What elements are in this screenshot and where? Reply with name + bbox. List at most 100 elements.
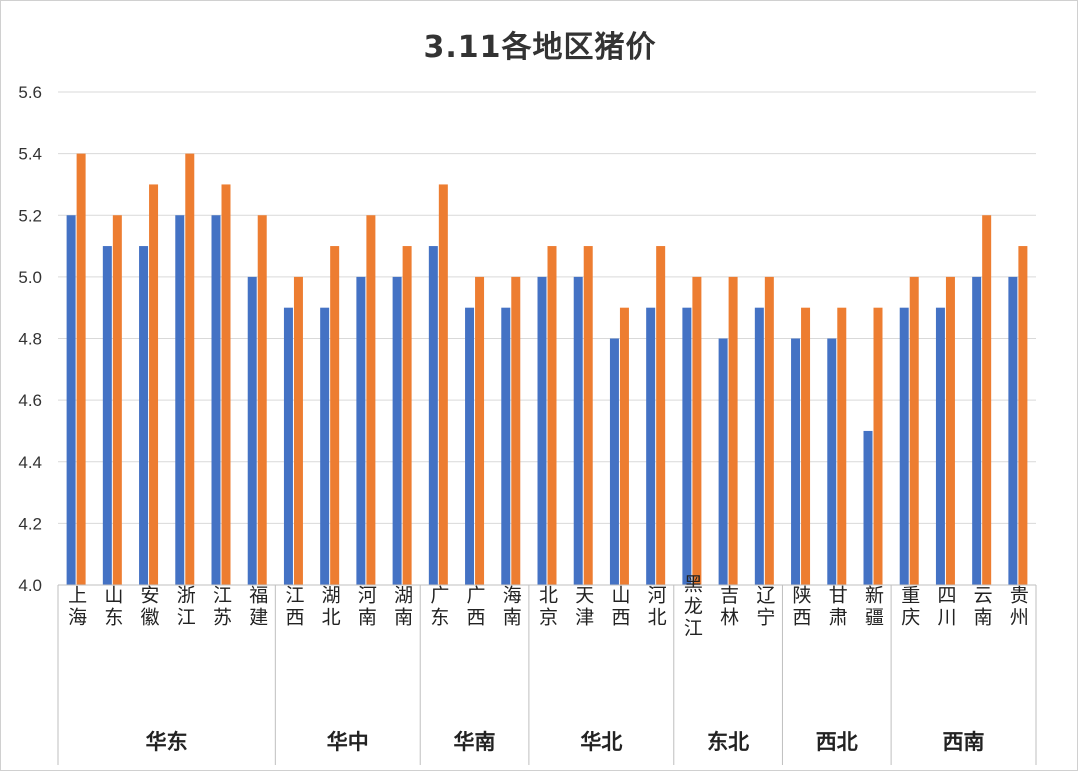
region-label: 东北 [707,730,749,754]
y-tick-label: 5.4 [18,145,42,164]
bar [801,307,811,585]
category-label: 江苏 [210,585,232,629]
bar [511,276,521,585]
category-label: 广东 [427,585,449,629]
bar [754,307,764,585]
category-label: 黑龙江 [681,574,703,640]
y-tick-label: 5.6 [18,83,42,102]
bar [728,276,738,585]
bar [899,307,909,585]
category-label: 河南 [355,585,377,629]
bar [501,307,511,585]
bar [438,184,448,585]
gridlines [58,91,1036,586]
region-label: 西南 [943,730,985,754]
bar [656,246,666,585]
category-label: 山东 [101,585,123,629]
bar [175,215,185,585]
bar [320,307,330,585]
category-label: 河北 [645,585,667,629]
category-label: 湖北 [319,585,341,629]
bar [692,276,702,585]
bar [935,307,945,585]
y-tick-label: 4.6 [18,391,42,410]
bar [573,276,583,585]
bar [1008,276,1018,585]
y-tick-label: 5.0 [18,268,42,287]
x-axis: 上海 山东 安徽 浙江 江苏 福建 江西 湖北 河南 湖南 广东 广西 海南 北京 天津 山西 河北 黑龙江 吉林辽… [57,574,1037,765]
region-label: 西北 [816,730,858,754]
bar [76,153,86,585]
bar [873,307,883,585]
category-label: 天津 [572,585,594,629]
y-tick-label: 4.0 [18,576,42,595]
bar [583,246,593,585]
region-label: 华中 [327,730,369,754]
bar [827,338,837,585]
category-label: 新疆 [862,585,884,629]
category-label: 海南 [500,585,522,629]
category-label: 贵州 [1007,585,1029,629]
bar [718,338,728,585]
bar [102,246,112,585]
category-label: 辽宁 [753,585,775,629]
bar [791,338,801,585]
category-label: 吉林 [717,585,739,629]
bar [465,307,475,585]
category-label: 上海 [65,585,87,629]
bar [972,276,982,585]
y-tick-label: 4.8 [18,330,42,349]
bar [293,276,303,585]
category-label: 浙江 [174,585,196,629]
category-label: 江西 [282,585,304,629]
bar [475,276,485,585]
bar [428,246,438,585]
bar [247,276,257,585]
bar [547,246,557,585]
y-tick-label: 4.2 [18,514,42,533]
category-label: 安徽 [138,585,160,629]
bar [619,307,629,585]
bar [139,246,149,585]
bar [646,307,656,585]
category-label: 甘肃 [826,585,848,629]
bar [66,215,76,585]
bars [66,153,1028,585]
y-tick-label: 5.2 [18,206,42,225]
bar [211,215,221,585]
bar [257,215,267,585]
bar [609,338,619,585]
category-label: 福建 [246,585,268,629]
category-label: 四川 [934,585,956,629]
category-label: 湖南 [391,585,413,629]
category-label: 广西 [464,585,486,629]
bar [392,276,402,585]
bar [945,276,955,585]
bar [112,215,122,585]
region-label: 华东 [146,730,188,754]
y-tick-label: 4.4 [18,453,42,472]
y-axis: 4.0 4.2 4.4 4.6 4.8 5.0 5.2 5.4 5.6 [18,83,42,595]
bar [863,430,873,585]
bar [330,246,340,585]
bar [149,184,159,585]
bar [366,215,376,585]
bar [1018,246,1028,585]
bar [982,215,992,585]
bar [221,184,231,585]
bar [185,153,195,585]
bar [283,307,293,585]
region-label: 华南 [454,730,496,754]
bar [837,307,847,585]
bar [356,276,366,585]
category-label: 北京 [536,585,558,629]
category-label: 重庆 [898,585,920,629]
category-label: 山西 [608,585,630,629]
bar [764,276,774,585]
category-label: 陕西 [790,585,812,629]
category-label: 云南 [971,585,993,629]
chart-title: 3.11各地区猪价 [423,30,657,65]
region-label: 华北 [580,730,622,754]
